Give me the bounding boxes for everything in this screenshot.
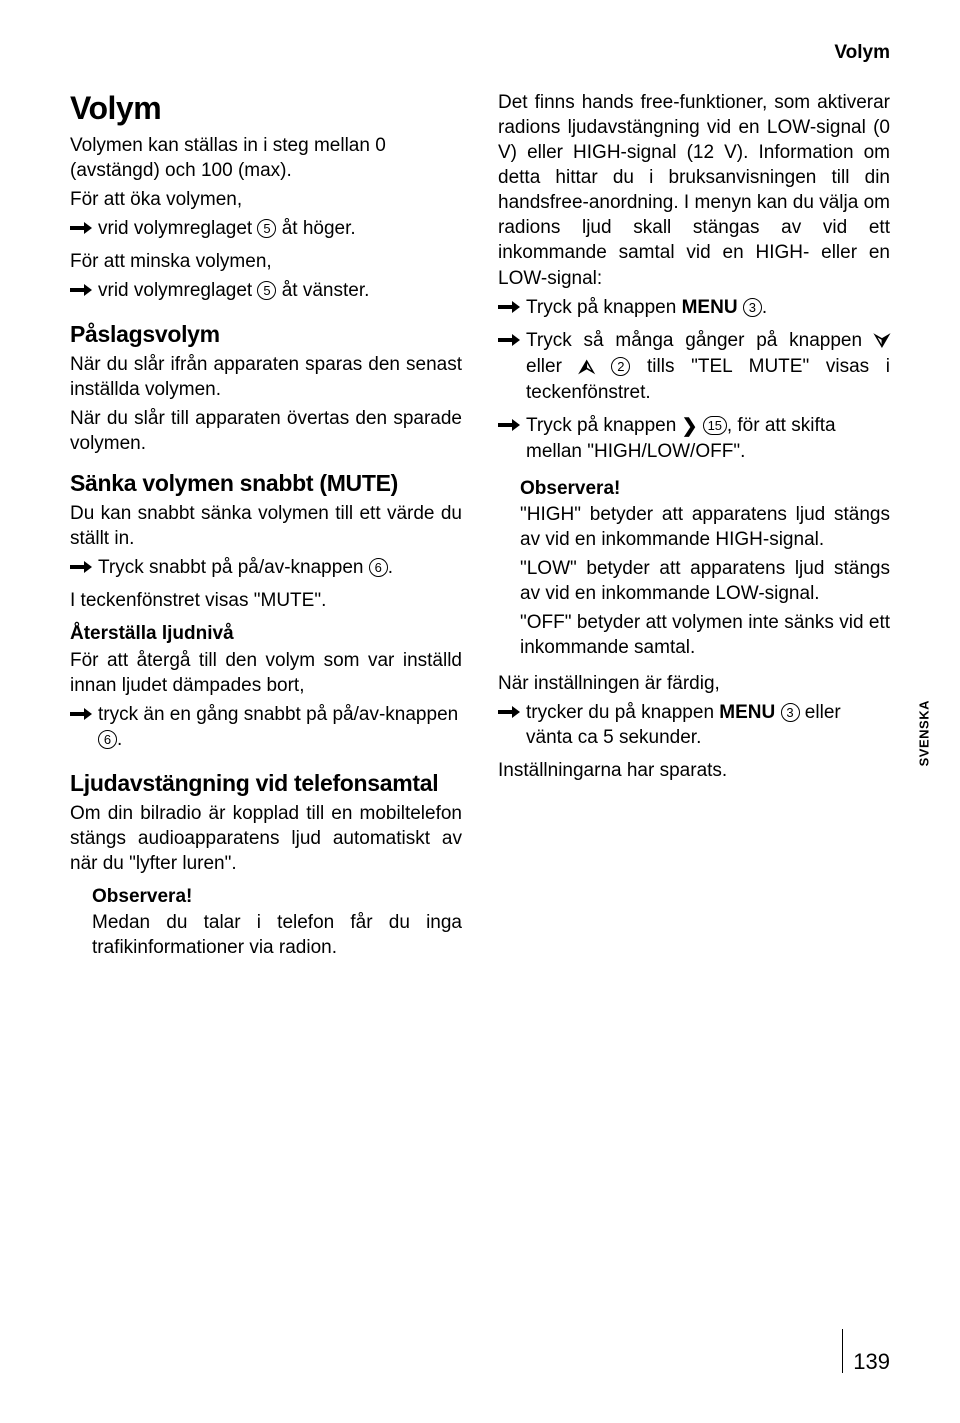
bullet-item: vrid volymreglaget 5 åt höger. — [70, 216, 462, 245]
note-text: Medan du talar i telefon får du inga tra… — [92, 910, 462, 960]
bullet-item: Tryck snabbt på på/av-knappen 6. — [70, 555, 462, 584]
bullet-item: Tryck på knappen ❯ 15, för att skifta me… — [498, 413, 890, 468]
bullet-item: trycker du på knappen MENU 3 eller vänta… — [498, 700, 890, 754]
section-header: Volym — [834, 42, 890, 64]
pointer-icon — [70, 702, 98, 720]
note-text: "LOW" betyder att apparatens ljud stängs… — [520, 556, 890, 606]
down-arrow-icon: ⮛ — [874, 331, 890, 352]
pointer-icon — [498, 295, 526, 313]
content-columns: Volym Volymen kan ställas in i steg mell… — [70, 90, 890, 964]
right-arrow-icon: ❯ — [682, 416, 698, 437]
language-tab: SVENSKA — [916, 700, 931, 766]
bullet-item: tryck än en gång snabbt på på/av-knappen… — [70, 702, 462, 756]
bullet-text: Tryck så många gånger på knappen ⮛ eller… — [526, 328, 890, 405]
bullet-text: vrid volymreglaget 5 åt vänster. — [98, 278, 462, 303]
note-block: Observera! Medan du talar i telefon får … — [70, 886, 462, 960]
note-text: "HIGH" betyder att apparatens ljud stäng… — [520, 502, 890, 552]
pointer-icon — [70, 278, 98, 296]
pointer-icon — [70, 216, 98, 234]
pointer-icon — [498, 700, 526, 718]
bullet-text: Tryck på knappen ❯ 15, för att skifta me… — [526, 413, 890, 464]
key-ref-icon: 3 — [743, 298, 762, 317]
key-ref-icon: 5 — [257, 219, 276, 238]
body-text: När inställningen är färdig, — [498, 671, 890, 696]
body-text: Om din bilradio är kopplad till en mobil… — [70, 801, 462, 876]
body-text: Du kan snabbt sänka volymen till ett vär… — [70, 501, 462, 551]
left-column: Volym Volymen kan ställas in i steg mell… — [70, 90, 462, 964]
pointer-icon — [498, 413, 526, 431]
bullet-text: vrid volymreglaget 5 åt höger. — [98, 216, 462, 241]
note-title: Observera! — [520, 478, 890, 500]
decrease-label: För att minska volymen, — [70, 249, 462, 274]
note-text: "OFF" betyder att volymen inte sänks vid… — [520, 610, 890, 660]
note-block: Observera! "HIGH" betyder att apparatens… — [498, 478, 890, 660]
key-ref-icon: 15 — [703, 416, 727, 435]
body-text: När du slår till apparaten övertas den s… — [70, 406, 462, 456]
body-text: I teckenfönstret visas "MUTE". — [70, 588, 462, 613]
up-arrow-icon: ⮙ — [579, 357, 595, 378]
key-ref-icon: 5 — [257, 281, 276, 300]
key-ref-icon: 6 — [98, 730, 117, 749]
subheading: Sänka volymen snabbt (MUTE) — [70, 470, 462, 496]
increase-label: För att öka volymen, — [70, 187, 462, 212]
bullet-item: Tryck på knappen MENU 3. — [498, 295, 890, 324]
intro-text: Volymen kan ställas in i steg mellan 0 (… — [70, 133, 462, 183]
page-number: 139 — [842, 1329, 890, 1373]
bullet-text: tryck än en gång snabbt på på/av-knappen… — [98, 702, 462, 752]
right-column: Det finns hands free-funktioner, som akt… — [498, 90, 890, 964]
note-title: Observera! — [92, 886, 462, 908]
body-text: För att återgå till den volym som var in… — [70, 648, 462, 698]
bullet-text: Tryck på knappen MENU 3. — [526, 295, 890, 320]
key-ref-icon: 6 — [369, 558, 388, 577]
body-text: När du slår ifrån apparaten sparas den s… — [70, 352, 462, 402]
subsubheading: Återställa ljudnivå — [70, 623, 462, 645]
subheading: Påslagsvolym — [70, 321, 462, 347]
page-title: Volym — [70, 90, 462, 127]
bullet-text: trycker du på knappen MENU 3 eller vänta… — [526, 700, 890, 750]
bullet-item: vrid volymreglaget 5 åt vänster. — [70, 278, 462, 307]
subheading: Ljudavstängning vid telefonsamtal — [70, 770, 462, 796]
pointer-icon — [498, 328, 526, 346]
body-text: Det finns hands free-funktioner, som akt… — [498, 90, 890, 291]
bullet-item: Tryck så många gånger på knappen ⮛ eller… — [498, 328, 890, 409]
body-text: Inställningarna har sparats. — [498, 758, 890, 783]
key-ref-icon: 3 — [781, 703, 800, 722]
bullet-text: Tryck snabbt på på/av-knappen 6. — [98, 555, 462, 580]
key-ref-icon: 2 — [611, 357, 630, 376]
pointer-icon — [70, 555, 98, 573]
